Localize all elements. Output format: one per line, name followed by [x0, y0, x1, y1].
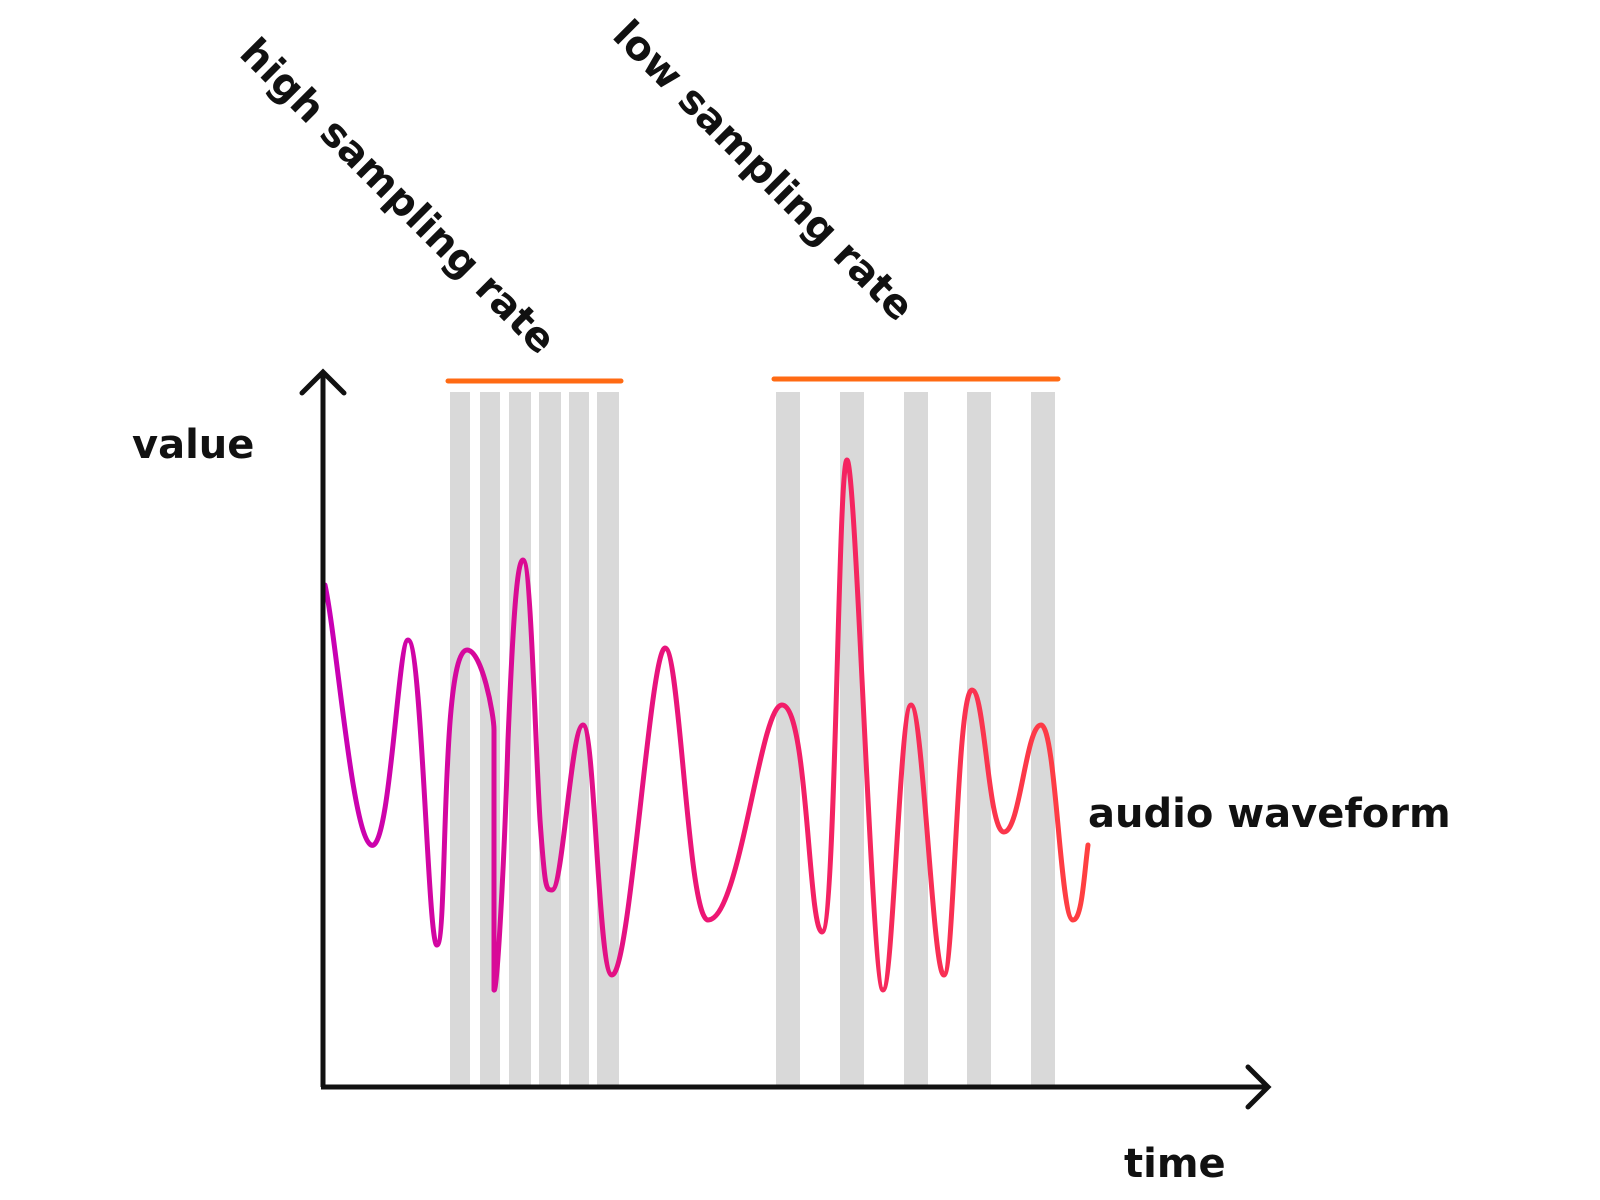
high-sampling-rate-label: high sampling rate	[231, 30, 565, 364]
audio-waveform-line	[322, 457, 1091, 993]
x-axis-arrowhead	[1245, 1064, 1272, 1110]
y-axis-label: value	[132, 422, 254, 468]
low-rate-sample-bars	[776, 392, 1055, 1085]
sample-bar	[539, 392, 561, 1085]
waveform-label: audio waveform	[1088, 791, 1451, 837]
sample-bar	[597, 392, 619, 1085]
axes	[299, 368, 1272, 1110]
sample-bar	[509, 392, 531, 1085]
x-axis-label: time	[1124, 1141, 1226, 1187]
sample-bar	[1031, 392, 1055, 1085]
sample-bar	[904, 392, 928, 1085]
low-sampling-rate-label: low sampling rate	[604, 12, 923, 331]
sample-bar	[450, 392, 470, 1085]
y-axis-arrowhead	[299, 368, 347, 396]
sample-bar	[967, 392, 991, 1085]
